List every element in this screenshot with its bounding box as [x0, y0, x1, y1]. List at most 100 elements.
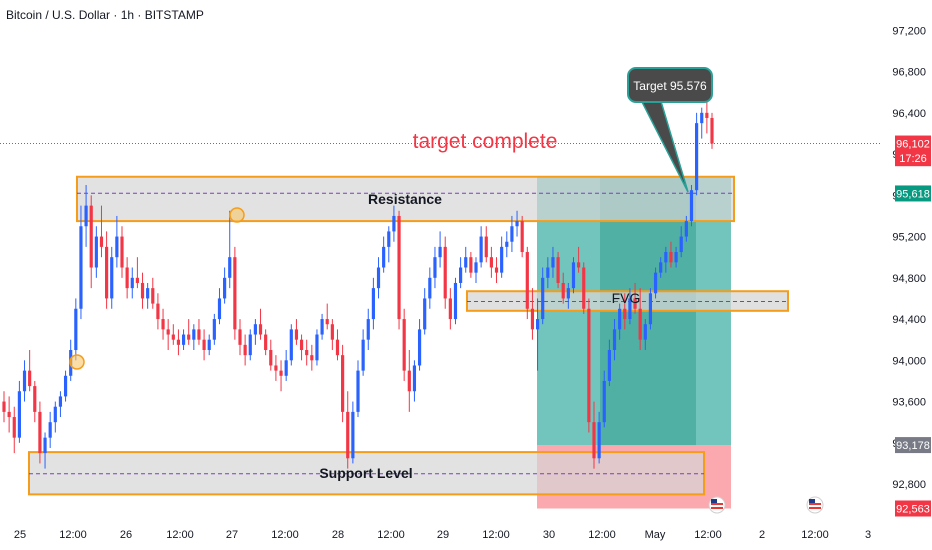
candle-body — [443, 246, 447, 299]
highlight-marker — [69, 354, 85, 370]
candle-body — [376, 267, 381, 289]
candle-body — [474, 262, 478, 273]
price-tag-label: 92,563 — [896, 504, 930, 516]
candle-body — [99, 236, 104, 247]
candle-body — [571, 262, 576, 289]
x-tick-label: 25 — [14, 529, 26, 541]
x-tick-label: 12:00 — [271, 529, 299, 541]
candle-body — [602, 380, 606, 423]
candle-body — [623, 308, 627, 320]
candle-body — [320, 319, 324, 335]
candle-body — [653, 272, 658, 294]
candle-body — [341, 355, 345, 412]
candle-body — [561, 282, 565, 299]
x-tick-label: 12:00 — [694, 529, 722, 541]
candle-body — [2, 401, 6, 412]
candle-body — [63, 375, 68, 397]
candle-body — [279, 370, 283, 376]
candle-body — [217, 298, 222, 320]
candle-body — [664, 252, 668, 263]
candle-body — [423, 298, 427, 330]
candle-body — [330, 324, 334, 340]
candle-body — [171, 334, 175, 340]
x-tick-label: 27 — [226, 529, 238, 541]
price-tag — [895, 437, 931, 454]
candle-body — [705, 112, 709, 118]
y-tick-label: 94,000 — [892, 355, 926, 367]
zones-layer — [28, 175, 789, 509]
candle-body — [597, 422, 601, 459]
candle-body — [351, 411, 355, 459]
candle-body — [484, 236, 488, 258]
candle-body — [515, 221, 519, 227]
x-tick-label: 2 — [759, 529, 765, 541]
candle-body — [151, 288, 155, 304]
candle-body — [197, 329, 201, 340]
candle-body — [618, 308, 622, 330]
candle-body — [412, 365, 417, 392]
us-flag-icon — [809, 503, 821, 505]
y-tick-label: 92,800 — [892, 479, 926, 491]
candle-body — [335, 339, 340, 356]
candle-body — [505, 241, 509, 247]
candle-body — [438, 246, 442, 258]
support-label: Support Level — [319, 465, 412, 481]
axis-layer: 97,20096,80096,40096,00095,60095,20094,8… — [14, 25, 931, 541]
candle-body — [207, 339, 211, 350]
candle-body — [289, 329, 293, 361]
candle-body — [382, 246, 386, 268]
candle-body — [453, 282, 458, 320]
candle-body — [264, 334, 268, 350]
candle-body — [638, 308, 642, 340]
candle-body — [22, 370, 27, 392]
x-tick-label: 3 — [865, 529, 871, 541]
resistance-label: Resistance — [368, 191, 442, 207]
candle-body — [546, 267, 550, 278]
candle-body — [130, 277, 134, 289]
candle-body — [202, 339, 206, 350]
candle-body — [212, 319, 216, 340]
candle-body — [479, 236, 483, 263]
y-tick-label: 97,200 — [892, 25, 926, 37]
candle-body — [469, 257, 473, 273]
x-tick-label: 12:00 — [377, 529, 405, 541]
candle-body — [248, 334, 252, 356]
candle-body — [695, 123, 699, 191]
fvg-zone — [466, 290, 789, 312]
us-flag-icon — [809, 499, 815, 503]
candle-body — [156, 303, 160, 320]
candle-body — [115, 236, 119, 258]
price-tag — [895, 135, 931, 152]
x-tick-label: 29 — [437, 529, 449, 541]
candle-body — [33, 386, 37, 412]
candle-body — [161, 319, 165, 330]
candle-body — [48, 422, 52, 438]
candle-body — [310, 355, 314, 361]
candle-body — [371, 288, 375, 320]
us-flag-icon — [711, 507, 723, 509]
highlight-marker — [229, 207, 245, 223]
candle-body — [325, 319, 329, 325]
candle-body — [633, 298, 637, 309]
candle-body — [28, 370, 32, 387]
candle-body — [530, 308, 535, 330]
candle-body — [38, 411, 42, 454]
candle-body — [361, 339, 365, 371]
us-flag-icon — [809, 507, 821, 509]
support-zone — [28, 451, 705, 496]
fvg-label: FVG — [612, 290, 641, 306]
candle-body — [494, 267, 499, 273]
overlay-layer: Resistance Support Level FVG target complet… — [69, 67, 713, 481]
price-tag — [895, 150, 931, 167]
chart-title: Bitcoin / U.S. Dollar · 1h · BITSTAMP — [6, 8, 204, 22]
price-tag-label: 95,618 — [896, 188, 930, 200]
candle-body — [146, 288, 150, 299]
candle-body — [105, 246, 109, 299]
candle-body — [397, 215, 401, 320]
candle-body — [684, 221, 688, 237]
x-tick-label: 28 — [332, 529, 344, 541]
candle-body — [448, 298, 452, 320]
candle-body — [110, 257, 114, 299]
candle-body — [223, 277, 227, 299]
